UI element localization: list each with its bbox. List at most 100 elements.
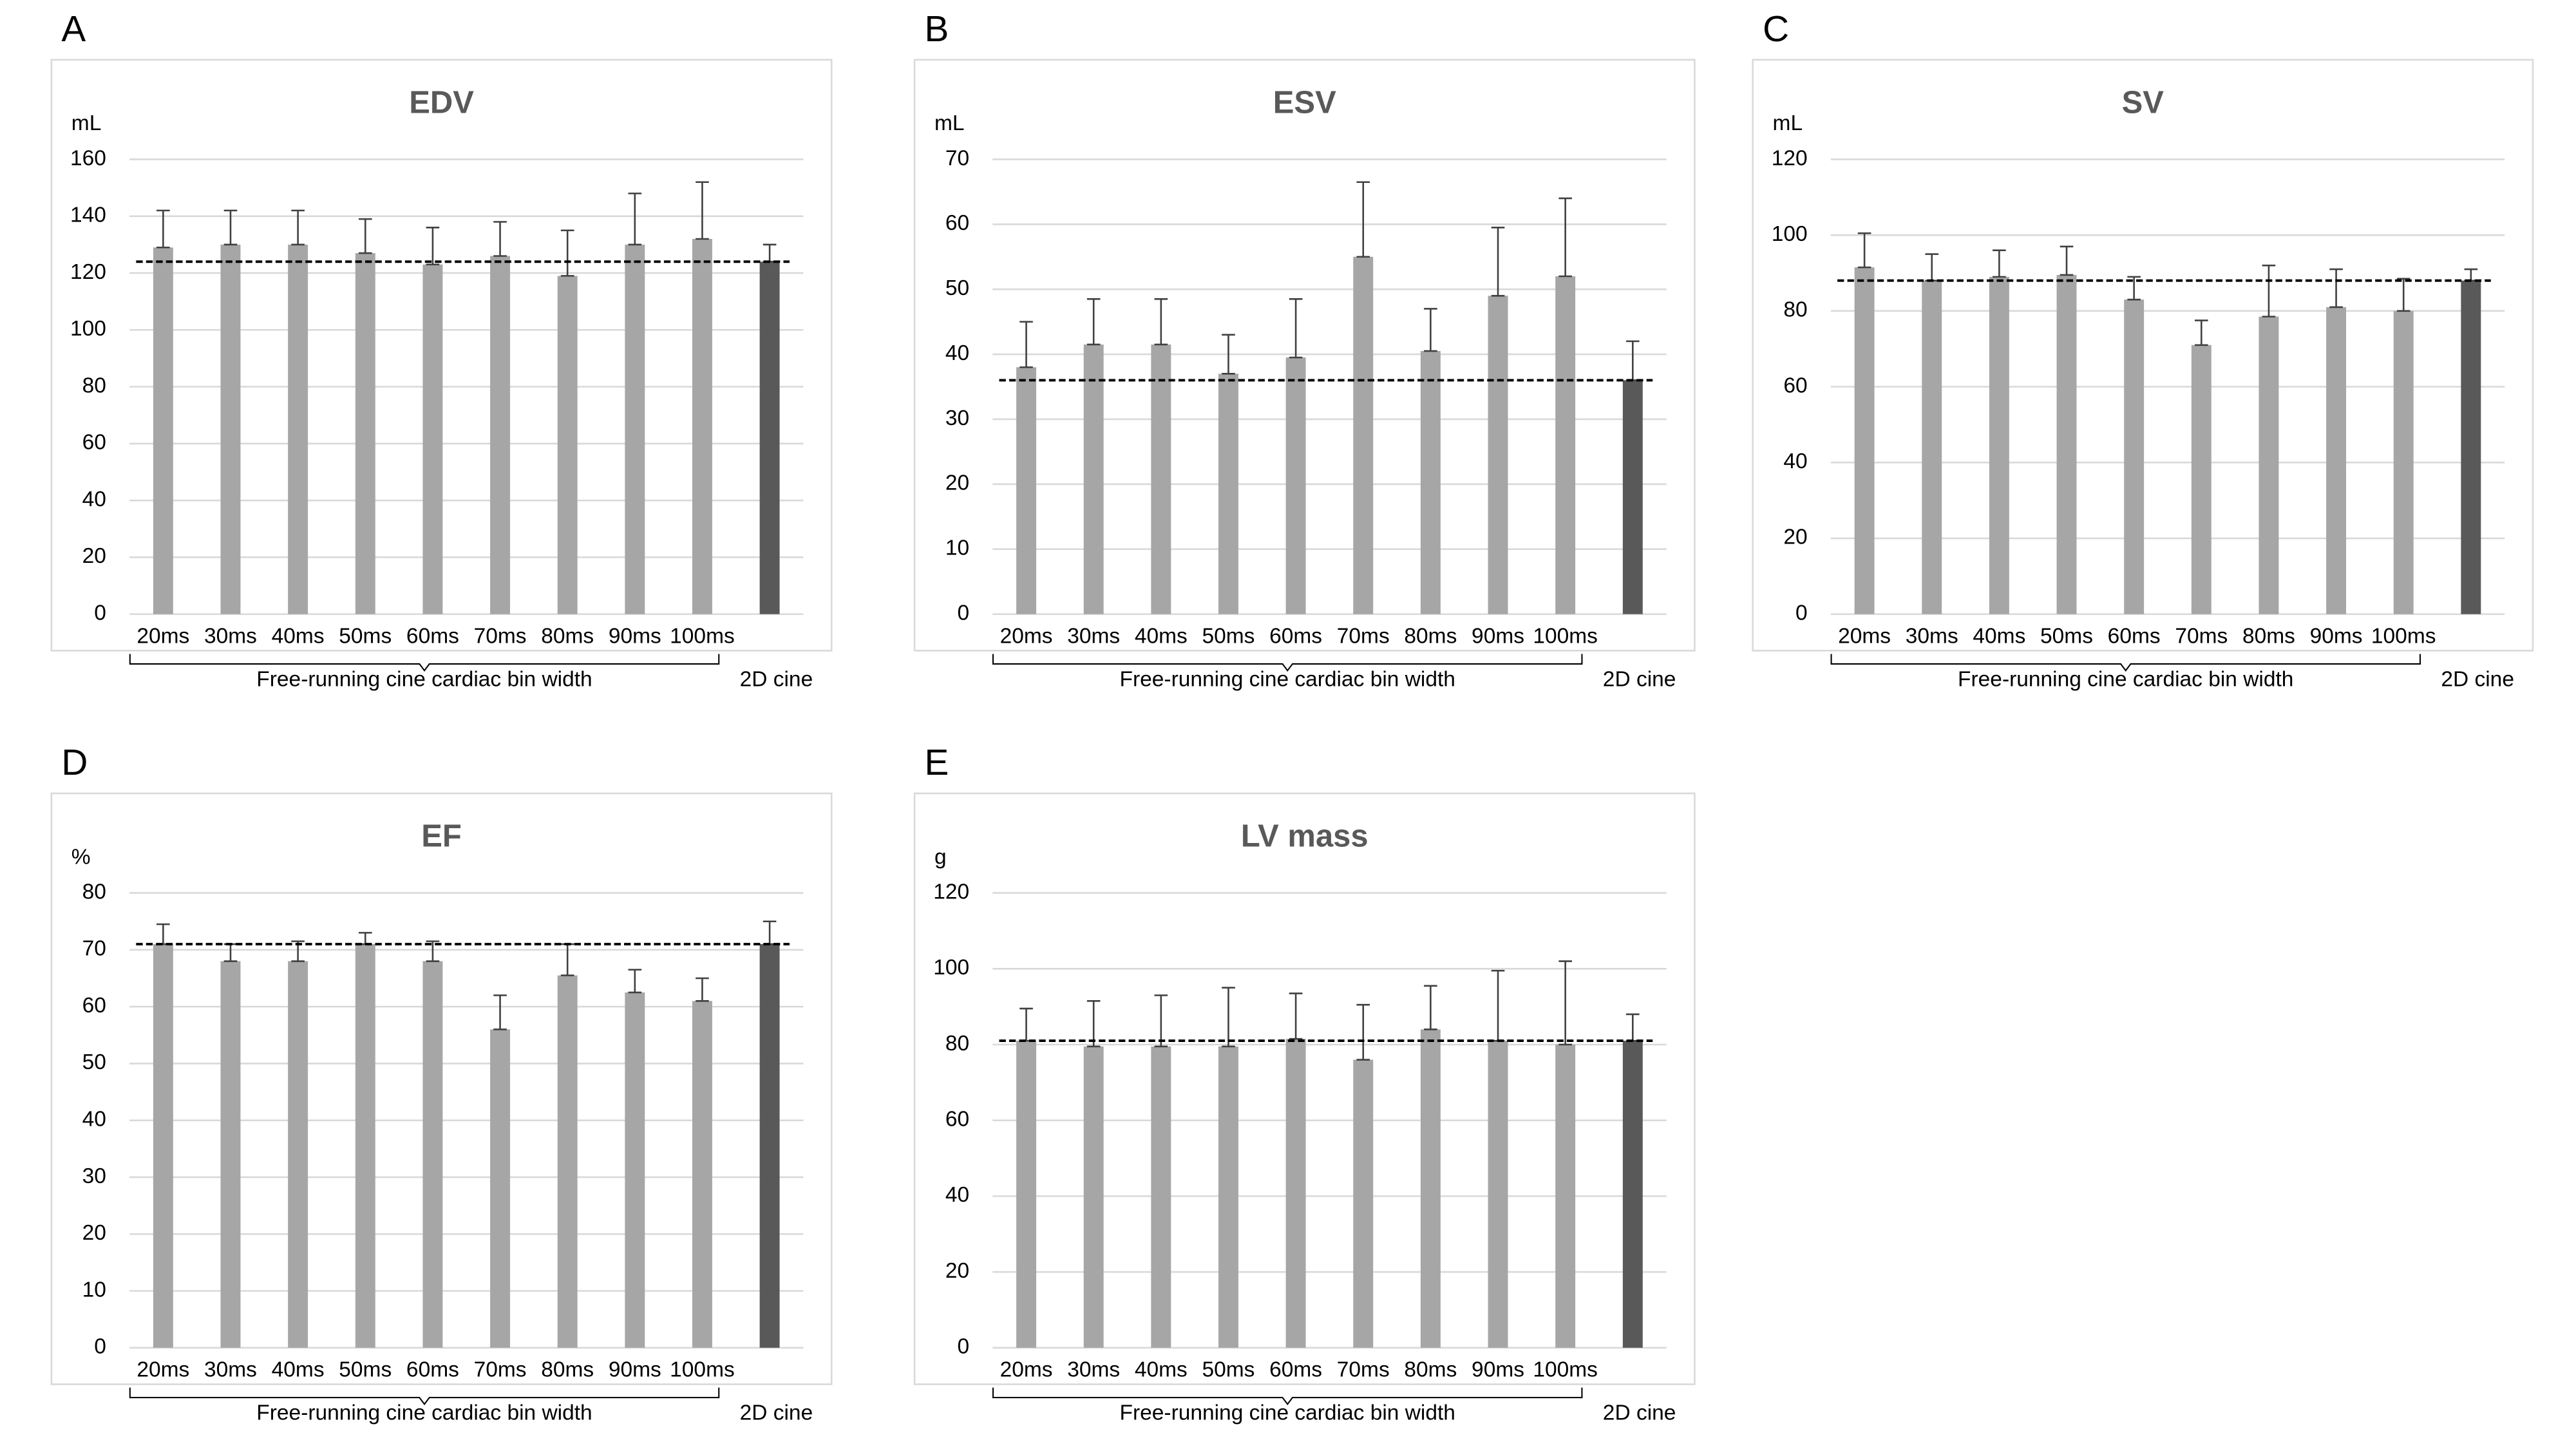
bar xyxy=(2461,280,2481,614)
bar xyxy=(355,944,375,1348)
bar xyxy=(1420,1029,1441,1348)
y-tick-label: 100 xyxy=(933,956,969,980)
panel-frame xyxy=(1752,59,2534,652)
x-tick-label: 40ms xyxy=(1973,625,2025,649)
error-bar xyxy=(156,209,170,249)
x-tick-label: 70ms xyxy=(2175,625,2228,649)
x-tick-label: 80ms xyxy=(541,1358,594,1382)
error-bar xyxy=(560,943,574,976)
chart-title: ESV xyxy=(1273,85,1336,120)
brace xyxy=(129,1387,720,1406)
bar xyxy=(1218,374,1238,614)
chart-title: SV xyxy=(2122,85,2164,120)
bar xyxy=(422,264,443,614)
y-tick-label: 20 xyxy=(945,1259,969,1283)
group-label: Free-running cine cardiac bin width xyxy=(256,668,592,692)
bar xyxy=(2124,299,2145,614)
error-bar xyxy=(1019,1007,1033,1042)
brace xyxy=(1830,654,2421,672)
x-tick-label: 40ms xyxy=(272,1358,325,1382)
x-tick-label: 50ms xyxy=(339,1358,392,1382)
group-label: Free-running cine cardiac bin width xyxy=(1958,668,2293,692)
error-bar xyxy=(358,932,372,945)
group-label: 2D cine xyxy=(740,668,813,692)
bar xyxy=(220,244,241,614)
x-tick-label: 50ms xyxy=(1202,1358,1255,1382)
x-tick-label: 90ms xyxy=(609,1358,661,1382)
bar xyxy=(355,253,375,614)
x-tick-label: 100ms xyxy=(1533,625,1598,649)
x-tick-label: 100ms xyxy=(1533,1358,1598,1382)
y-tick-label: 100 xyxy=(70,317,106,341)
y-unit: mL xyxy=(1773,111,1803,135)
group-label: 2D cine xyxy=(2441,668,2514,692)
chart-title: LV mass xyxy=(1241,819,1368,853)
error-bar xyxy=(1491,969,1505,1042)
error-bar xyxy=(628,969,642,994)
error-bar xyxy=(1424,308,1437,352)
error-bar xyxy=(762,243,777,263)
x-tick-label: 60ms xyxy=(1269,1358,1322,1382)
bar xyxy=(1622,380,1643,614)
x-tick-label: 30ms xyxy=(204,625,257,649)
bar xyxy=(153,944,173,1348)
error-bar xyxy=(2396,278,2410,312)
bar xyxy=(1151,1046,1171,1348)
x-tick-label: 80ms xyxy=(541,625,594,649)
error-bar xyxy=(2194,319,2208,346)
y-unit: % xyxy=(71,845,91,869)
error-bar xyxy=(762,920,777,945)
y-unit: g xyxy=(934,845,947,869)
y-tick-label: 20 xyxy=(82,1221,106,1245)
x-tick-label: 70ms xyxy=(474,1358,527,1382)
y-tick-label: 50 xyxy=(945,276,969,300)
y-tick-label: 80 xyxy=(945,1032,969,1056)
error-bar xyxy=(493,994,507,1030)
error-bar xyxy=(1491,227,1505,297)
error-bar xyxy=(2127,276,2141,301)
y-tick-label: 70 xyxy=(82,937,106,961)
x-tick-label: 20ms xyxy=(1838,625,1891,649)
panel-frame xyxy=(913,59,1696,652)
y-tick-label: 0 xyxy=(94,1335,106,1359)
x-tick-label: 90ms xyxy=(609,625,661,649)
x-tick-label: 20ms xyxy=(1000,1358,1053,1382)
error-bar xyxy=(223,209,238,246)
bar xyxy=(1989,276,2009,614)
x-tick-label: 100ms xyxy=(670,1358,735,1382)
error-bar xyxy=(1356,1003,1370,1061)
x-tick-label: 40ms xyxy=(1135,1358,1188,1382)
bar xyxy=(1555,1044,1576,1348)
bar xyxy=(1218,1046,1238,1348)
bar xyxy=(1488,1041,1508,1348)
x-tick-label: 40ms xyxy=(1135,625,1188,649)
error-bar xyxy=(1289,298,1303,359)
brace xyxy=(129,654,720,672)
x-tick-label: 20ms xyxy=(137,625,189,649)
bar xyxy=(2326,307,2347,614)
y-tick-label: 10 xyxy=(82,1278,106,1302)
error-bar xyxy=(696,181,709,240)
error-bar xyxy=(426,227,440,266)
bar xyxy=(2259,316,2279,614)
y-tick-label: 60 xyxy=(1783,374,1807,397)
error-bar xyxy=(1222,987,1235,1048)
y-unit: mL xyxy=(71,111,102,135)
x-tick-label: 100ms xyxy=(670,625,735,649)
bar xyxy=(1922,280,1942,614)
bar xyxy=(1353,1059,1374,1348)
x-tick-label: 90ms xyxy=(2310,625,2363,649)
y-tick-label: 60 xyxy=(82,994,106,1018)
bar xyxy=(1353,256,1374,614)
error-bar xyxy=(1289,992,1303,1040)
y-tick-label: 80 xyxy=(1783,298,1807,322)
error-bar xyxy=(1356,181,1370,258)
bar xyxy=(1420,351,1441,614)
panel-frame xyxy=(50,792,833,1385)
error-bar xyxy=(2060,245,2074,276)
error-bar xyxy=(2262,264,2276,317)
bar xyxy=(422,961,443,1348)
brace xyxy=(992,654,1583,672)
y-tick-label: 60 xyxy=(945,211,969,235)
